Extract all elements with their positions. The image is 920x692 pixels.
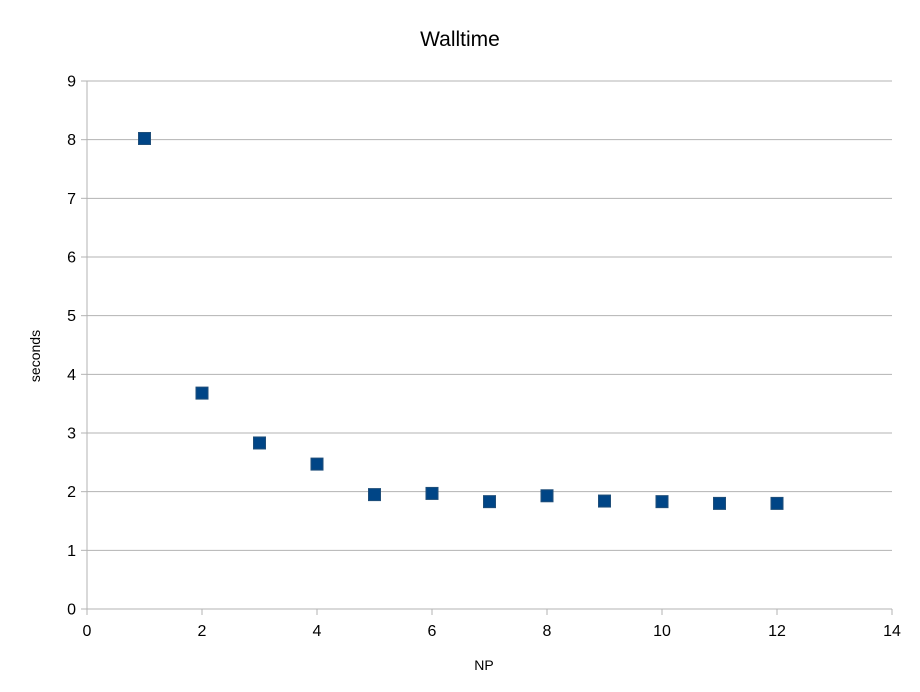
data-point [770, 496, 784, 510]
data-point [483, 495, 496, 509]
x-tick-label: 2 [198, 623, 207, 640]
y-tick-label: 3 [67, 426, 76, 443]
y-tick-label: 9 [67, 74, 76, 91]
data-point [310, 457, 324, 471]
data-point [253, 436, 266, 450]
y-tick-label: 1 [67, 543, 76, 560]
y-tick-label: 6 [67, 250, 76, 267]
y-tick-label: 5 [67, 308, 76, 325]
x-tick-label: 14 [883, 623, 901, 640]
data-point [138, 131, 151, 145]
x-tick-label: 8 [543, 623, 552, 640]
x-tick-label: 6 [428, 623, 437, 640]
x-tick-label: 10 [653, 623, 671, 640]
y-tick-labels: 0 1 2 3 4 5 6 7 8 9 [67, 74, 76, 619]
gridlines [87, 80, 892, 551]
data-point [655, 495, 669, 509]
data-points [138, 131, 784, 510]
y-tick-label: 7 [67, 191, 76, 208]
y-tick-label: 2 [67, 484, 76, 501]
x-axis-label: NP [474, 657, 493, 673]
y-axis-label: seconds [27, 330, 43, 382]
chart-title: Walltime [420, 28, 500, 51]
x-tick-labels: 0 2 4 6 8 10 12 14 [83, 623, 901, 640]
data-point [540, 489, 554, 503]
y-tick-label: 8 [67, 132, 76, 149]
data-point [598, 494, 611, 508]
data-point [195, 386, 209, 400]
x-tick-label: 4 [313, 623, 322, 640]
data-point [713, 496, 726, 510]
x-tick-label: 12 [768, 623, 786, 640]
x-tick-label: 0 [83, 623, 92, 640]
axes [81, 80, 893, 615]
data-point [425, 486, 439, 500]
y-tick-label: 0 [67, 602, 76, 619]
y-tick-label: 4 [67, 367, 76, 384]
data-point [368, 488, 381, 502]
